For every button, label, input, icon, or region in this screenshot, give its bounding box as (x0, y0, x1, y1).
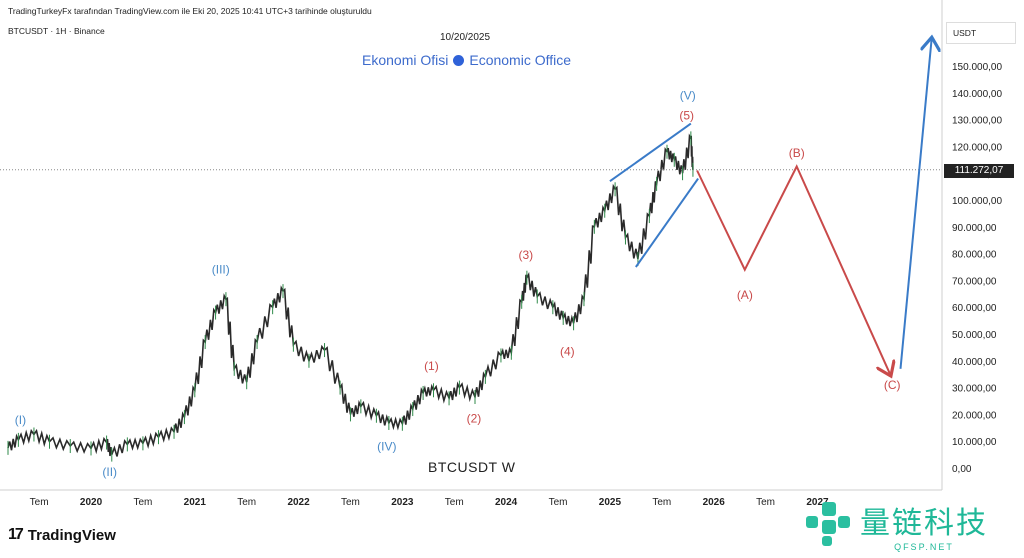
y-tick-label: 60.000,00 (952, 303, 997, 314)
wave-label: (1) (424, 359, 439, 373)
watermark: Ekonomi Ofisi Economic Office (362, 52, 571, 68)
y-tick-label: 90.000,00 (952, 223, 997, 234)
bullish-projection (899, 39, 932, 369)
wave-label: (V) (680, 89, 696, 103)
wave-label: (A) (737, 288, 753, 302)
wave-label: (IV) (377, 440, 396, 454)
chart-title: BTCUSDT W (428, 459, 516, 475)
x-tick-label: 2021 (184, 497, 207, 508)
wave-label: (3) (519, 248, 534, 262)
x-tick-label: Tem (652, 497, 671, 508)
wedge-upper-line (609, 122, 692, 183)
x-tick-label: Tem (341, 497, 360, 508)
y-tick-label: 80.000,00 (952, 250, 997, 261)
tradingview-mark-icon: 17 (8, 526, 24, 543)
y-tick-label: 100.000,00 (952, 196, 1002, 207)
x-tick-label: Tem (549, 497, 568, 508)
symbol-info: BTCUSDT · 1H · Binance (8, 26, 105, 36)
y-tick-label: 10.000,00 (952, 437, 997, 448)
wave-label: (II) (102, 465, 117, 479)
watermark-left: Ekonomi Ofisi (362, 52, 449, 68)
site-url: QFSP.NET (894, 542, 954, 552)
x-tick-label: 2024 (495, 497, 518, 508)
x-tick-label: Tem (30, 497, 49, 508)
x-tick-label: 2023 (391, 497, 414, 508)
wave-label: (B) (789, 146, 805, 160)
site-name: 量链科技 (860, 506, 988, 541)
x-tick-label: 2025 (599, 497, 622, 508)
y-tick-label: 150.000,00 (952, 62, 1002, 73)
x-tick-label: 2027 (806, 497, 829, 508)
attribution-text: TradingTurkeyFx tarafından TradingView.c… (8, 6, 372, 16)
x-tick-label: 2020 (80, 497, 103, 508)
y-tick-label: 20.000,00 (952, 410, 997, 421)
x-tick-label: Tem (445, 497, 464, 508)
wave-label: (2) (467, 411, 482, 425)
x-tick-label: Tem (237, 497, 256, 508)
y-tick-label: 0,00 (952, 464, 972, 475)
wedge-lower-line (635, 177, 699, 268)
y-tick-label: 130.000,00 (952, 116, 1002, 127)
watermark-right: Economic Office (469, 52, 572, 68)
tradingview-wordmark: TradingView (27, 526, 116, 544)
currency-label: USDT (946, 22, 1016, 44)
chart-date: 10/20/2025 (440, 32, 491, 43)
wave-label: (C) (884, 378, 901, 392)
y-tick-label: 120.000,00 (952, 142, 1002, 153)
wave-label: (III) (212, 263, 230, 277)
site-watermark: 量链科技 QFSP.NET (806, 498, 988, 552)
x-tick-label: Tem (133, 497, 152, 508)
wave-label: (I) (15, 413, 26, 427)
y-tick-label: 40.000,00 (952, 357, 997, 368)
tradingview-logo[interactable]: 17 TradingView (8, 526, 116, 544)
y-tick-label: 30.000,00 (952, 384, 997, 395)
wave-label: (4) (560, 344, 575, 358)
x-tick-label: 2022 (287, 497, 310, 508)
qfsp-logo-icon (806, 502, 852, 548)
x-tick-label: 2026 (703, 497, 726, 508)
abc-correction-projection (696, 164, 890, 375)
y-tick-label: 50.000,00 (952, 330, 997, 341)
wave-label: (5) (679, 109, 694, 123)
current-price-label: 111.272,07 (944, 164, 1014, 178)
watermark-dot-icon (453, 54, 465, 66)
y-tick-label: 70.000,00 (952, 276, 997, 287)
x-tick-label: Tem (756, 497, 775, 508)
y-tick-label: 140.000,00 (952, 89, 1002, 100)
